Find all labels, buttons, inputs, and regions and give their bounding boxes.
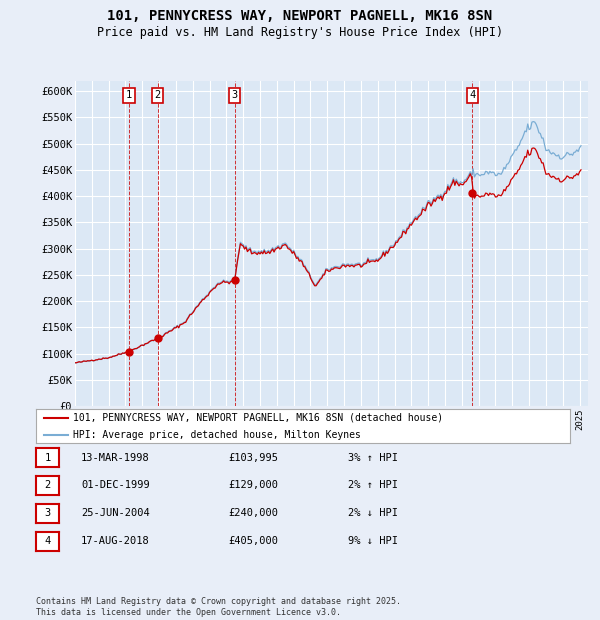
- Text: £405,000: £405,000: [228, 536, 278, 546]
- Text: £129,000: £129,000: [228, 480, 278, 490]
- Text: 1: 1: [44, 453, 50, 463]
- Text: 2: 2: [155, 91, 161, 100]
- Text: 25-JUN-2004: 25-JUN-2004: [81, 508, 150, 518]
- Text: 1: 1: [126, 91, 132, 100]
- Text: 9% ↓ HPI: 9% ↓ HPI: [348, 536, 398, 546]
- Text: 2% ↓ HPI: 2% ↓ HPI: [348, 508, 398, 518]
- Text: Price paid vs. HM Land Registry's House Price Index (HPI): Price paid vs. HM Land Registry's House …: [97, 26, 503, 39]
- Text: 3: 3: [44, 508, 50, 518]
- Text: 3: 3: [232, 91, 238, 100]
- Text: £240,000: £240,000: [228, 508, 278, 518]
- Text: 101, PENNYCRESS WAY, NEWPORT PAGNELL, MK16 8SN (detached house): 101, PENNYCRESS WAY, NEWPORT PAGNELL, MK…: [73, 413, 443, 423]
- Text: 13-MAR-1998: 13-MAR-1998: [81, 453, 150, 463]
- Text: Contains HM Land Registry data © Crown copyright and database right 2025.
This d: Contains HM Land Registry data © Crown c…: [36, 598, 401, 617]
- Text: £103,995: £103,995: [228, 453, 278, 463]
- Text: 2: 2: [44, 480, 50, 490]
- Text: 17-AUG-2018: 17-AUG-2018: [81, 536, 150, 546]
- Text: 3% ↑ HPI: 3% ↑ HPI: [348, 453, 398, 463]
- Text: 4: 4: [469, 91, 476, 100]
- Text: 101, PENNYCRESS WAY, NEWPORT PAGNELL, MK16 8SN: 101, PENNYCRESS WAY, NEWPORT PAGNELL, MK…: [107, 9, 493, 24]
- Text: 4: 4: [44, 536, 50, 546]
- Text: 2% ↑ HPI: 2% ↑ HPI: [348, 480, 398, 490]
- Text: 01-DEC-1999: 01-DEC-1999: [81, 480, 150, 490]
- Text: HPI: Average price, detached house, Milton Keynes: HPI: Average price, detached house, Milt…: [73, 430, 361, 440]
